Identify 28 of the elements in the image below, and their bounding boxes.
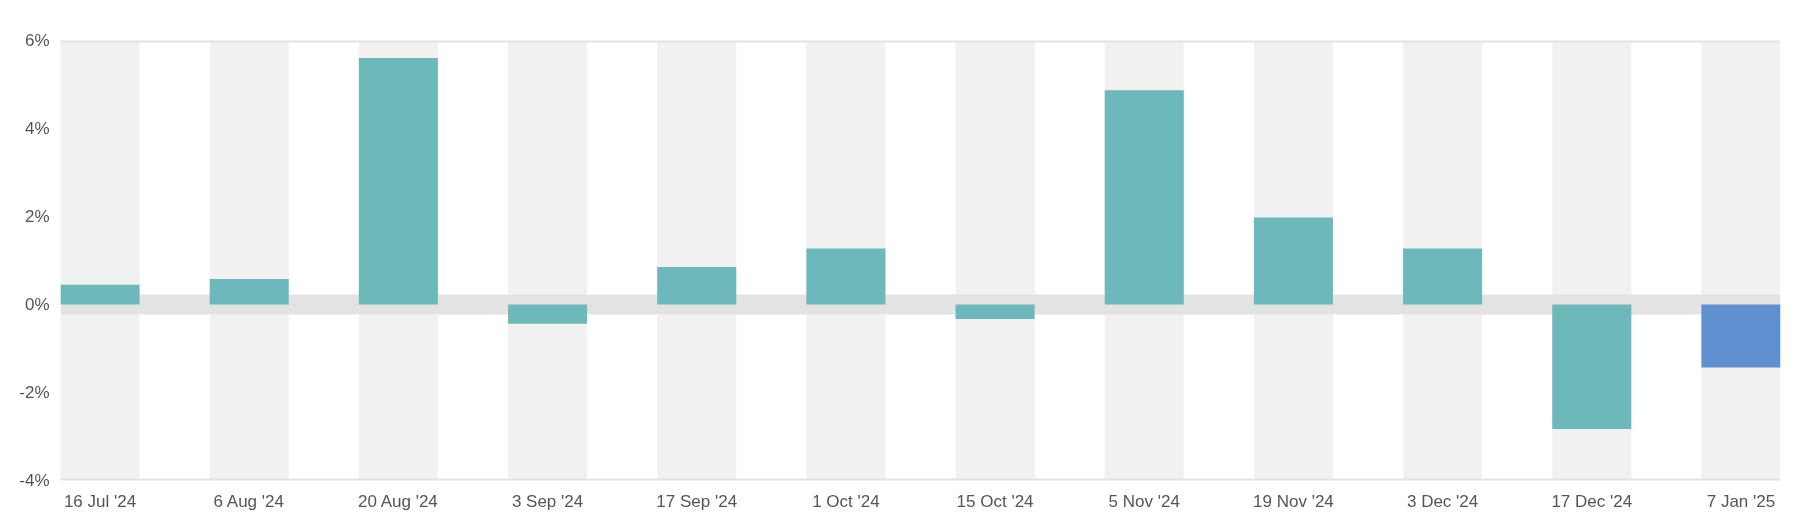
x-tick-label: 20 Aug '24 [358, 491, 438, 511]
bar [806, 248, 886, 305]
y-tick-label: -4% [19, 471, 50, 490]
x-tick-label: 5 Nov '24 [1108, 491, 1180, 511]
bar [1253, 217, 1333, 305]
y-tick-label: 2% [24, 207, 50, 226]
x-tick-label: 16 Jul '24 [63, 491, 137, 511]
x-tick-label: 15 Oct '24 [956, 491, 1034, 511]
bar [209, 278, 289, 305]
bar [60, 284, 140, 305]
bar [1701, 304, 1781, 368]
x-tick-label: 3 Sep '24 [511, 491, 584, 511]
x-tick-label: 17 Dec '24 [1551, 491, 1633, 511]
x-tick-label: 17 Sep '24 [656, 491, 738, 511]
x-tick-label: 3 Dec '24 [1406, 491, 1479, 511]
bar [1403, 248, 1483, 305]
y-tick-label: 0% [24, 295, 50, 314]
bar [657, 267, 737, 305]
x-tick-label: 6 Aug '24 [213, 491, 284, 511]
x-tick-label: 1 Oct '24 [812, 491, 880, 511]
y-tick-label: -2% [19, 383, 50, 402]
y-tick-label: 4% [24, 119, 50, 138]
bar [1552, 304, 1632, 430]
y-tick-label: 6% [24, 31, 50, 50]
bar [508, 304, 588, 324]
x-tick-label: 7 Jan '25 [1706, 491, 1776, 511]
bar [955, 304, 1035, 320]
x-tick-label: 19 Nov '24 [1253, 491, 1334, 511]
